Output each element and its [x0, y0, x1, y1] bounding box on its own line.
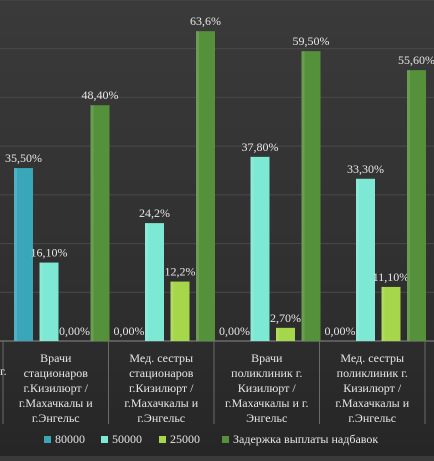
category-label-line: г.Энгельс: [348, 411, 396, 425]
legend-swatch: [159, 436, 166, 443]
legend-swatch: [44, 436, 51, 443]
data-label: 33,30%: [347, 162, 384, 176]
bar-highlight: [145, 223, 148, 341]
bar-highlight: [171, 282, 174, 341]
category-label-line: г.Кизилюрт /: [129, 381, 194, 395]
data-label: 0,00%: [114, 324, 145, 338]
legend: 80000 50000 25000 Задержка выплаты надбавок: [44, 432, 378, 446]
category-label-line: г.Махачкалы и: [335, 396, 409, 410]
bar-highlight: [14, 168, 17, 341]
category-label-line: стационаров: [129, 366, 194, 380]
data-label: 48,40%: [82, 88, 119, 102]
category-label-line: г.Кизилюрт /: [23, 381, 88, 395]
category-label-line: Кизилюрт /: [238, 381, 297, 395]
data-label: 63,6%: [190, 14, 221, 28]
category-label-line: Врачи: [251, 351, 283, 365]
data-label: 24,2%: [139, 206, 170, 220]
legend-label: 50000: [112, 432, 142, 446]
bar-highlight: [382, 287, 385, 341]
bar-highlight: [251, 157, 254, 341]
data-label: 0,00%: [219, 324, 250, 338]
data-label: 11,10%: [373, 270, 410, 284]
truncated-category-label: г.: [0, 364, 7, 378]
data-label: 16,10%: [31, 246, 68, 260]
data-label: 12,2%: [165, 265, 196, 279]
data-label: 59,50%: [293, 34, 330, 48]
category-label-line: поликлиник г.: [231, 366, 302, 380]
category-label-line: Мед. сестры: [340, 351, 404, 365]
bar-highlight: [91, 105, 94, 341]
legend-label: Задержка выплаты надбавок: [233, 432, 378, 446]
legend-swatch: [222, 436, 229, 443]
category-label-line: г.Махачкалы и г.: [225, 396, 308, 410]
data-label: 2,70%: [270, 311, 301, 325]
data-label: 55,60%: [398, 53, 434, 67]
category-label-line: Врачи: [40, 351, 72, 365]
legend-label: 80000: [55, 432, 85, 446]
data-label: 0,00%: [325, 324, 356, 338]
bar-highlight: [196, 31, 199, 341]
category-label-line: г.Энгельс: [137, 411, 185, 425]
category-label-line: Энгельс: [246, 411, 287, 425]
bar-highlight: [40, 263, 43, 341]
bar-highlight: [407, 70, 410, 341]
data-label: 37,80%: [242, 140, 279, 154]
bar-highlight: [302, 51, 305, 341]
data-label: 0,00%: [59, 324, 90, 338]
category-label-line: поликлиник г.: [337, 366, 408, 380]
bar-highlight: [276, 328, 279, 341]
category-label-line: стационаров: [24, 366, 89, 380]
category-label-line: г.Энгельс: [32, 411, 80, 425]
category-label-line: г.Махачкалы и: [124, 396, 198, 410]
category-label-line: Мед. сестры: [129, 351, 193, 365]
data-label: 35,50%: [5, 151, 42, 165]
legend-swatch: [101, 436, 108, 443]
bar-highlight: [356, 179, 359, 341]
category-label-line: Кизилюрт /: [343, 381, 402, 395]
category-label-line: г.Махачкалы и: [19, 396, 93, 410]
legend-label: 25000: [170, 432, 200, 446]
